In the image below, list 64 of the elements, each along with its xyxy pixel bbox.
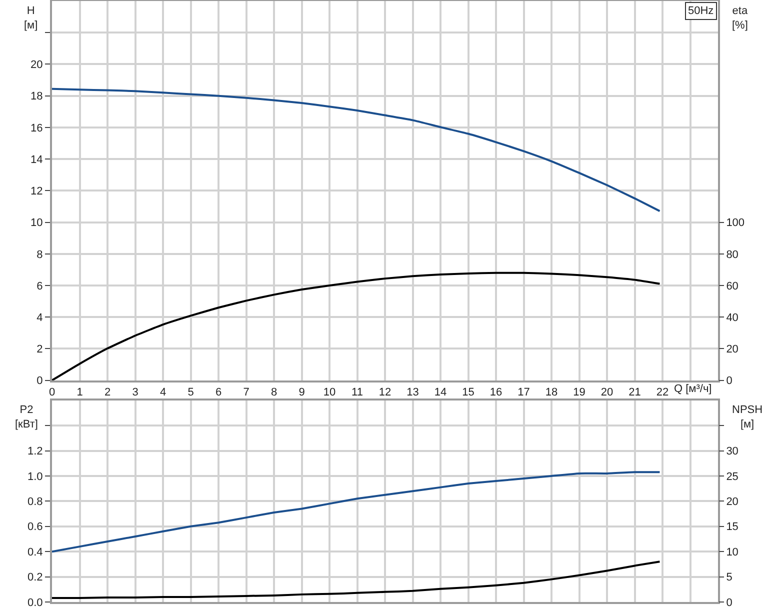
x-tick-label: 10 [323, 386, 336, 399]
y-tick-label: 0 [36, 375, 43, 388]
y-tick-label: 0.2 [28, 572, 43, 584]
y2-axis-title: NPSH [м] [732, 404, 763, 430]
x-tick-label: 15 [462, 386, 474, 399]
y-tick-label: 16 [30, 122, 43, 134]
x-tick-label: 17 [518, 386, 530, 399]
x-tick-label: 8 [270, 386, 278, 399]
y2-tick-label: 0 [726, 596, 732, 609]
y-tick-label: 20 [30, 59, 43, 72]
y2-axis-title: eta [%] [732, 5, 748, 32]
x-tick-label: 20 [600, 386, 614, 399]
x-tick-label: 13 [406, 386, 419, 399]
x-tick-label: 1 [76, 386, 83, 399]
y-tick-label: 1.2 [28, 446, 43, 458]
y2-tick-label: 5 [726, 572, 732, 584]
y2-tick-label: 40 [726, 312, 738, 324]
y-tick-label: 14 [30, 154, 43, 166]
x-tick-label: 12 [378, 386, 392, 399]
y2-tick-label: 60 [726, 280, 738, 292]
y2-tick-label: 10 [726, 546, 738, 558]
x-tick-label: 5 [188, 386, 194, 399]
line-series [52, 88, 661, 212]
y-tick-label: 10 [30, 217, 43, 230]
annotation: 50Hz [688, 5, 714, 17]
x-tick-label: 11 [352, 386, 363, 399]
x-tick-label: 3 [132, 386, 138, 399]
x-tick-label: 7 [243, 386, 250, 399]
y-tick-label: 2 [36, 344, 43, 356]
y-tick-label: 6 [36, 280, 43, 292]
x-tick-label: 0 [48, 386, 56, 399]
y-axis-title: H [м] [24, 5, 38, 32]
x-tick-label: 18 [545, 386, 558, 399]
x-tick-label: 19 [573, 386, 586, 399]
x-tick-label: 14 [434, 386, 447, 399]
x-tick-label: 16 [490, 386, 502, 399]
x-tick-label: 9 [298, 386, 305, 399]
x-tick-label: 22 [656, 386, 669, 399]
x-tick-label: 4 [160, 386, 166, 399]
line-series [52, 560, 661, 599]
y-tick-label: 0.8 [28, 496, 43, 508]
y2-tick-label: 100 [726, 217, 745, 230]
y2-tick-label: 30 [726, 446, 738, 458]
x-tick-label: 21 [628, 386, 641, 399]
y-tick-label: 0.0 [28, 596, 43, 609]
x-axis-title: Q [м³/ч] [674, 383, 712, 395]
y2-tick-label: 20 [726, 496, 738, 508]
y-tick-label: 0.6 [28, 521, 43, 534]
y2-tick-label: 15 [726, 521, 738, 534]
y-tick-label: 18 [30, 90, 43, 103]
x-tick-label: 2 [104, 386, 111, 399]
y-tick-label: 4 [36, 312, 43, 324]
y-tick-label: 8 [36, 248, 43, 261]
y2-tick-label: 25 [726, 470, 738, 483]
line-series [52, 471, 661, 553]
y2-tick-label: 0 [726, 375, 732, 388]
y-tick-label: 12 [30, 186, 43, 198]
x-tick-label: 6 [215, 386, 222, 399]
y-tick-label: 0.4 [28, 546, 43, 558]
y-tick-label: 1.0 [28, 470, 43, 483]
line-series [52, 272, 661, 380]
y2-tick-label: 20 [726, 344, 738, 356]
y2-tick-label: 80 [726, 248, 738, 261]
y-axis-title: P2 [кВт] [15, 404, 38, 430]
